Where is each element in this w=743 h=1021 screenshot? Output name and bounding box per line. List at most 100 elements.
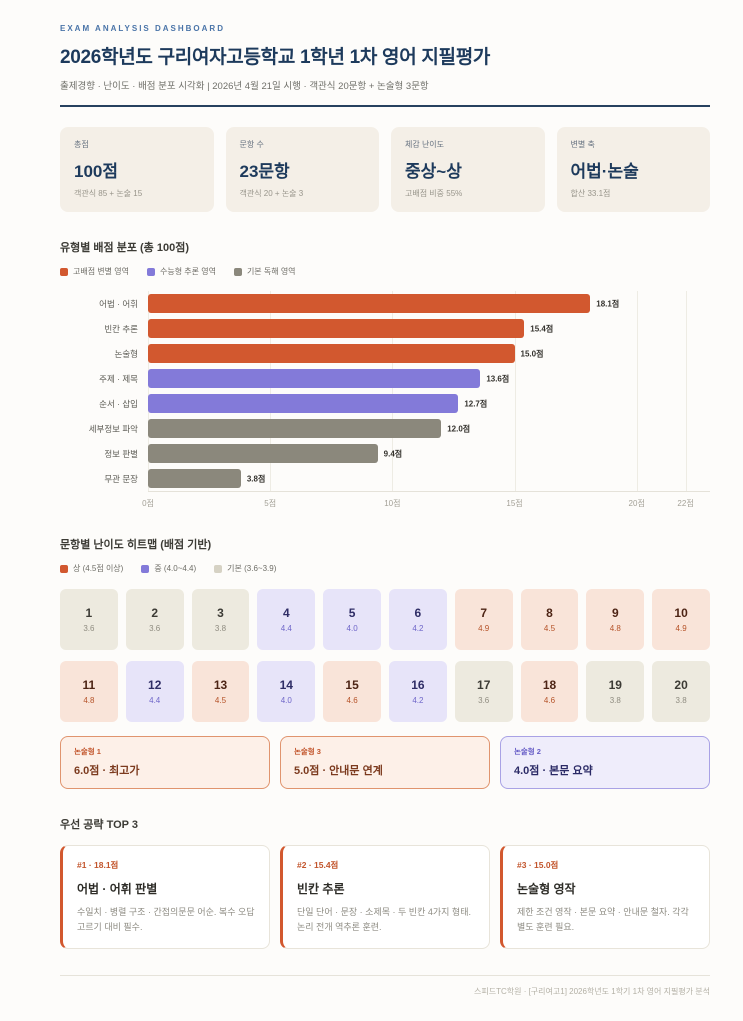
stat-label: 체감 난이도 — [405, 140, 445, 149]
essay-card-row: 논술형 1 6.0점 · 최고가 논술형 3 5.0점 · 안내문 연계 논술형 2 4.… — [60, 736, 710, 789]
question-score: 4.2 — [412, 624, 424, 633]
legend-label: 기본 독해 영역 — [246, 267, 296, 276]
heatmap-cell: 13 4.5 — [191, 661, 250, 722]
legend-swatch — [146, 267, 155, 276]
essay-card-label: 논술형 1 — [74, 747, 101, 756]
bar-track: 12.0점 — [148, 419, 710, 438]
heatmap-legend: 상 (4.5점 이상) 중 (4.0~4.4) 기본 (3.6~3.9) — [60, 563, 710, 574]
stat-card-row: 총점 100점 객관식 85 + 논술 15 문항 수 23문항 객관식 20 + 논술 … — [60, 127, 710, 212]
legend-swatch — [60, 564, 68, 573]
question-score: 3.6 — [149, 624, 161, 633]
page-subtitle: 출제경향 · 난이도 · 배점 분포 시각화 | 2026년 4월 21일 시행… — [60, 81, 429, 92]
legend-swatch — [60, 267, 68, 276]
essay-card: 논술형 3 5.0점 · 안내문 연계 — [280, 736, 490, 789]
priority-top3-section: 우선 공략 TOP 3 #1 · 18.1점 어법 · 어휘 판별 수일치 · 병렬… — [60, 816, 710, 949]
question-score: 4.6 — [543, 696, 556, 705]
question-score: 3.8 — [609, 696, 621, 705]
question-score: 4.5 — [214, 696, 227, 705]
top3-title: 우선 공략 TOP 3 — [60, 819, 138, 831]
priority-rank: #3 · 15.0점 — [517, 860, 559, 870]
footer: 스피드TC학원 · [구리여고1] 2026학년도 1학기 1차 영어 지필평가… — [60, 974, 710, 1011]
priority-desc: 제한 조건 영작 · 본문 요약 · 안내문 철자. 각각 별도 훈련 필요. — [517, 907, 689, 932]
essay-card: 논술형 1 6.0점 · 최고가 — [60, 736, 270, 789]
header-divider — [60, 105, 710, 107]
legend-label: 상 (4.5점 이상) — [73, 564, 124, 573]
grid-line — [270, 291, 272, 491]
heatmap-cell: 18 4.6 — [520, 661, 579, 722]
bar — [148, 444, 378, 463]
legend-swatch — [214, 564, 223, 573]
legend-label: 중 (4.0~4.4) — [154, 564, 197, 573]
bar-track: 15.0점 — [148, 344, 710, 363]
bar-value-label: 15.0점 — [520, 349, 544, 358]
heatmap-cell: 4 4.4 — [257, 589, 316, 650]
question-number: 13 — [213, 678, 228, 692]
heatmap-cell: 3 3.8 — [191, 589, 250, 650]
essay-card-text: 6.0점 · 최고가 — [74, 765, 140, 777]
bar — [148, 369, 481, 388]
stat-card: 총점 100점 객관식 85 + 논술 15 — [60, 127, 214, 212]
footer-credit: 스피드TC학원 · [구리여고1] 2026학년도 1학기 1차 영어 지필평가… — [474, 986, 710, 996]
top3-card-row: #1 · 18.1점 어법 · 어휘 판별 수일치 · 병렬 구조 · 간접의문문 … — [60, 845, 710, 949]
question-number: 15 — [345, 678, 359, 692]
heatmap-cell: 9 4.8 — [586, 589, 645, 650]
heatmap-cell: 20 3.8 — [652, 661, 710, 722]
question-number: 8 — [546, 606, 553, 620]
legend-swatch — [233, 267, 242, 276]
priority-rank: #2 · 15.4점 — [297, 860, 339, 870]
bar-track: 3.8점 — [148, 469, 710, 488]
bar-value-label: 13.6점 — [486, 374, 510, 383]
stat-sub: 객관식 85 + 논술 15 — [74, 189, 143, 198]
bar-category-label: 주제 · 제목 — [99, 373, 138, 384]
heatmap-cell: 11 4.8 — [60, 661, 118, 722]
bar-row: 논술형 15.0점 — [60, 341, 710, 366]
bar-track: 12.7점 — [148, 394, 710, 413]
legend-item: 기본 독해 영역 — [233, 266, 296, 277]
grid-line — [148, 291, 149, 491]
heatmap-cell: 17 3.6 — [454, 661, 513, 722]
question-score: 4.2 — [412, 696, 424, 705]
priority-title: 어법 · 어휘 판별 — [77, 882, 158, 896]
legend-item: 수능형 추론 영역 — [146, 266, 216, 277]
grid-line — [636, 291, 638, 491]
bar-row: 순서 · 삽입 12.7점 — [60, 391, 710, 416]
priority-card: #3 · 15.0점 논술형 영작 제한 조건 영작 · 본문 요약 · 안내문 철… — [500, 845, 710, 949]
priority-rank: #1 · 18.1점 — [77, 860, 119, 870]
bar-track: 9.4점 — [148, 444, 710, 463]
legend-label: 수능형 추론 영역 — [159, 267, 216, 276]
stat-value: 100점 — [74, 162, 119, 181]
bar-category-label: 빈칸 추론 — [104, 323, 138, 334]
stat-label: 변별 축 — [570, 140, 595, 149]
question-score: 4.6 — [346, 696, 358, 705]
x-axis: 0점 5점 10점 15점 20점 22점 — [142, 491, 710, 509]
question-number: 14 — [279, 678, 293, 692]
question-number: 3 — [217, 606, 224, 620]
question-number: 11 — [82, 678, 96, 692]
bar-value-label: 3.8점 — [246, 474, 266, 483]
stat-card: 문항 수 23문항 객관식 20 + 논술 3 — [225, 127, 379, 212]
bar-value-label: 12.7점 — [464, 399, 488, 408]
bar — [148, 319, 525, 338]
bar-value-label: 15.4점 — [530, 324, 554, 333]
x-axis-tick: 5점 — [264, 499, 277, 508]
legend-label: 기본 (3.6~3.9) — [227, 564, 277, 573]
heatmap-cell: 5 4.0 — [323, 589, 381, 650]
bar-row: 주제 · 제목 13.6점 — [60, 366, 710, 391]
question-number: 18 — [542, 678, 557, 692]
gridline-layer — [148, 291, 710, 491]
question-score: 3.8 — [675, 696, 687, 705]
x-axis-tick: 10점 — [384, 499, 401, 508]
heatmap-title: 문항별 난이도 히트맵 (배점 기반) — [60, 539, 212, 551]
bar-chart-legend: 고배점 변별 영역 수능형 추론 영역 기본 독해 영역 — [60, 266, 710, 277]
x-axis-tick: 20점 — [628, 499, 645, 508]
stat-sub: 객관식 20 + 논술 3 — [239, 189, 304, 198]
heatmap-cell: 8 4.5 — [520, 589, 579, 650]
bar — [148, 469, 241, 488]
grid-line — [392, 291, 394, 491]
stat-card: 체감 난이도 중상~상 고배점 비중 55% — [391, 127, 545, 212]
legend-item: 고배점 변별 영역 — [60, 266, 129, 277]
priority-card: #1 · 18.1점 어법 · 어휘 판별 수일치 · 병렬 구조 · 간접의문문 … — [60, 845, 270, 949]
question-score: 3.6 — [478, 696, 490, 705]
priority-title: 빈칸 추론 — [297, 882, 345, 896]
heatmap-cell: 19 3.8 — [586, 661, 645, 722]
